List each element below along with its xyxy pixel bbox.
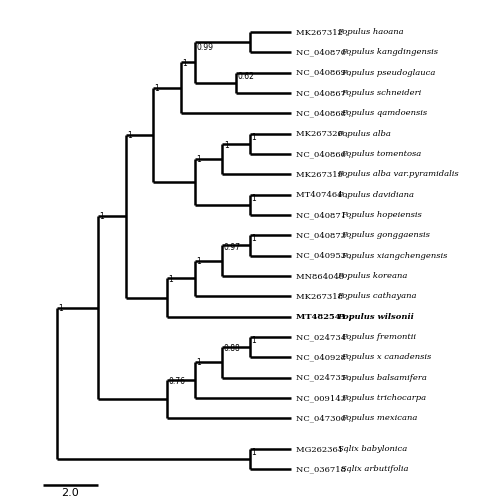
Text: NC_040873 ,: NC_040873 ,: [296, 231, 354, 239]
Text: 1: 1: [127, 130, 132, 140]
Text: 0.76: 0.76: [168, 376, 186, 386]
Text: Populus wilsonii: Populus wilsonii: [338, 312, 414, 320]
Text: Populus davidiana: Populus davidiana: [338, 190, 414, 198]
Text: 1: 1: [168, 275, 173, 284]
Text: Populus hopeiensis: Populus hopeiensis: [340, 211, 421, 219]
Text: 1: 1: [196, 358, 201, 368]
Text: 1: 1: [58, 304, 63, 312]
Text: 0.99: 0.99: [196, 43, 213, 52]
Text: MK267320 ,: MK267320 ,: [296, 130, 350, 138]
Text: MG262361 ,: MG262361 ,: [296, 444, 350, 452]
Text: Populus alba var.pyramidalis: Populus alba var.pyramidalis: [338, 170, 459, 178]
Text: Salix babylonica: Salix babylonica: [338, 444, 407, 452]
Text: MN864049 ,: MN864049 ,: [296, 272, 352, 280]
Text: 1: 1: [154, 84, 160, 93]
Text: Salix arbutifolia: Salix arbutifolia: [340, 465, 408, 473]
Text: NC_036718 ,: NC_036718 ,: [296, 465, 354, 473]
Text: 0.88: 0.88: [224, 344, 240, 353]
Text: 1: 1: [182, 60, 187, 68]
Text: MK267318 ,: MK267318 ,: [296, 292, 350, 300]
Text: Populus pseudoglauca: Populus pseudoglauca: [340, 68, 435, 76]
Text: Populus qamdoensis: Populus qamdoensis: [340, 109, 427, 117]
Text: 2.0: 2.0: [62, 488, 80, 498]
Text: Populus x canadensis: Populus x canadensis: [340, 353, 431, 361]
Text: 1: 1: [196, 155, 201, 164]
Text: Populus fremontii: Populus fremontii: [340, 333, 415, 341]
Text: 1: 1: [196, 256, 201, 266]
Text: MT407464 ,: MT407464 ,: [296, 190, 350, 198]
Text: Populus trichocarpa: Populus trichocarpa: [340, 394, 426, 402]
Text: Populus kangdingensis: Populus kangdingensis: [340, 48, 438, 56]
Text: NC_040870 ,: NC_040870 ,: [296, 48, 354, 56]
Text: NC_040867 ,: NC_040867 ,: [296, 89, 354, 97]
Text: MK267312 ,: MK267312 ,: [296, 28, 350, 36]
Text: MK267319 ,: MK267319 ,: [296, 170, 350, 178]
Text: 1: 1: [252, 194, 256, 202]
Text: Populus alba: Populus alba: [338, 130, 392, 138]
Text: Populus tomentosa: Populus tomentosa: [340, 150, 421, 158]
Text: NC_040953 ,: NC_040953 ,: [296, 252, 354, 260]
Text: Populus xiangchengensis: Populus xiangchengensis: [340, 252, 447, 260]
Text: NC_040869 ,: NC_040869 ,: [296, 68, 354, 76]
Text: Populus koreana: Populus koreana: [338, 272, 408, 280]
Text: NC_024735 ,: NC_024735 ,: [296, 374, 354, 382]
Text: 1: 1: [252, 336, 256, 345]
Text: NC_040871 ,: NC_040871 ,: [296, 211, 354, 219]
Text: 1: 1: [252, 132, 256, 141]
Text: 1: 1: [252, 448, 256, 457]
Text: NC_040928 ,: NC_040928 ,: [296, 353, 354, 361]
Text: MT482541 ,: MT482541 ,: [296, 312, 354, 320]
Text: NC_040868 ,: NC_040868 ,: [296, 109, 354, 117]
Text: NC_024734 ,: NC_024734 ,: [296, 333, 354, 341]
Text: 0.62: 0.62: [238, 72, 254, 80]
Text: Populus balsamifera: Populus balsamifera: [340, 374, 426, 382]
Text: NC_040866 ,: NC_040866 ,: [296, 150, 354, 158]
Text: 1: 1: [252, 234, 256, 244]
Text: 0.97: 0.97: [224, 242, 241, 252]
Text: NC_009143 ,: NC_009143 ,: [296, 394, 354, 402]
Text: Populus haoana: Populus haoana: [338, 28, 404, 36]
Text: Populus mexicana: Populus mexicana: [340, 414, 417, 422]
Text: 1: 1: [224, 141, 228, 150]
Text: Populus schneideri: Populus schneideri: [340, 89, 421, 97]
Text: NC_047300 ,: NC_047300 ,: [296, 414, 354, 422]
Text: Populus gonggaensis: Populus gonggaensis: [340, 231, 430, 239]
Text: Populus cathayana: Populus cathayana: [338, 292, 417, 300]
Text: 1: 1: [100, 212, 104, 221]
